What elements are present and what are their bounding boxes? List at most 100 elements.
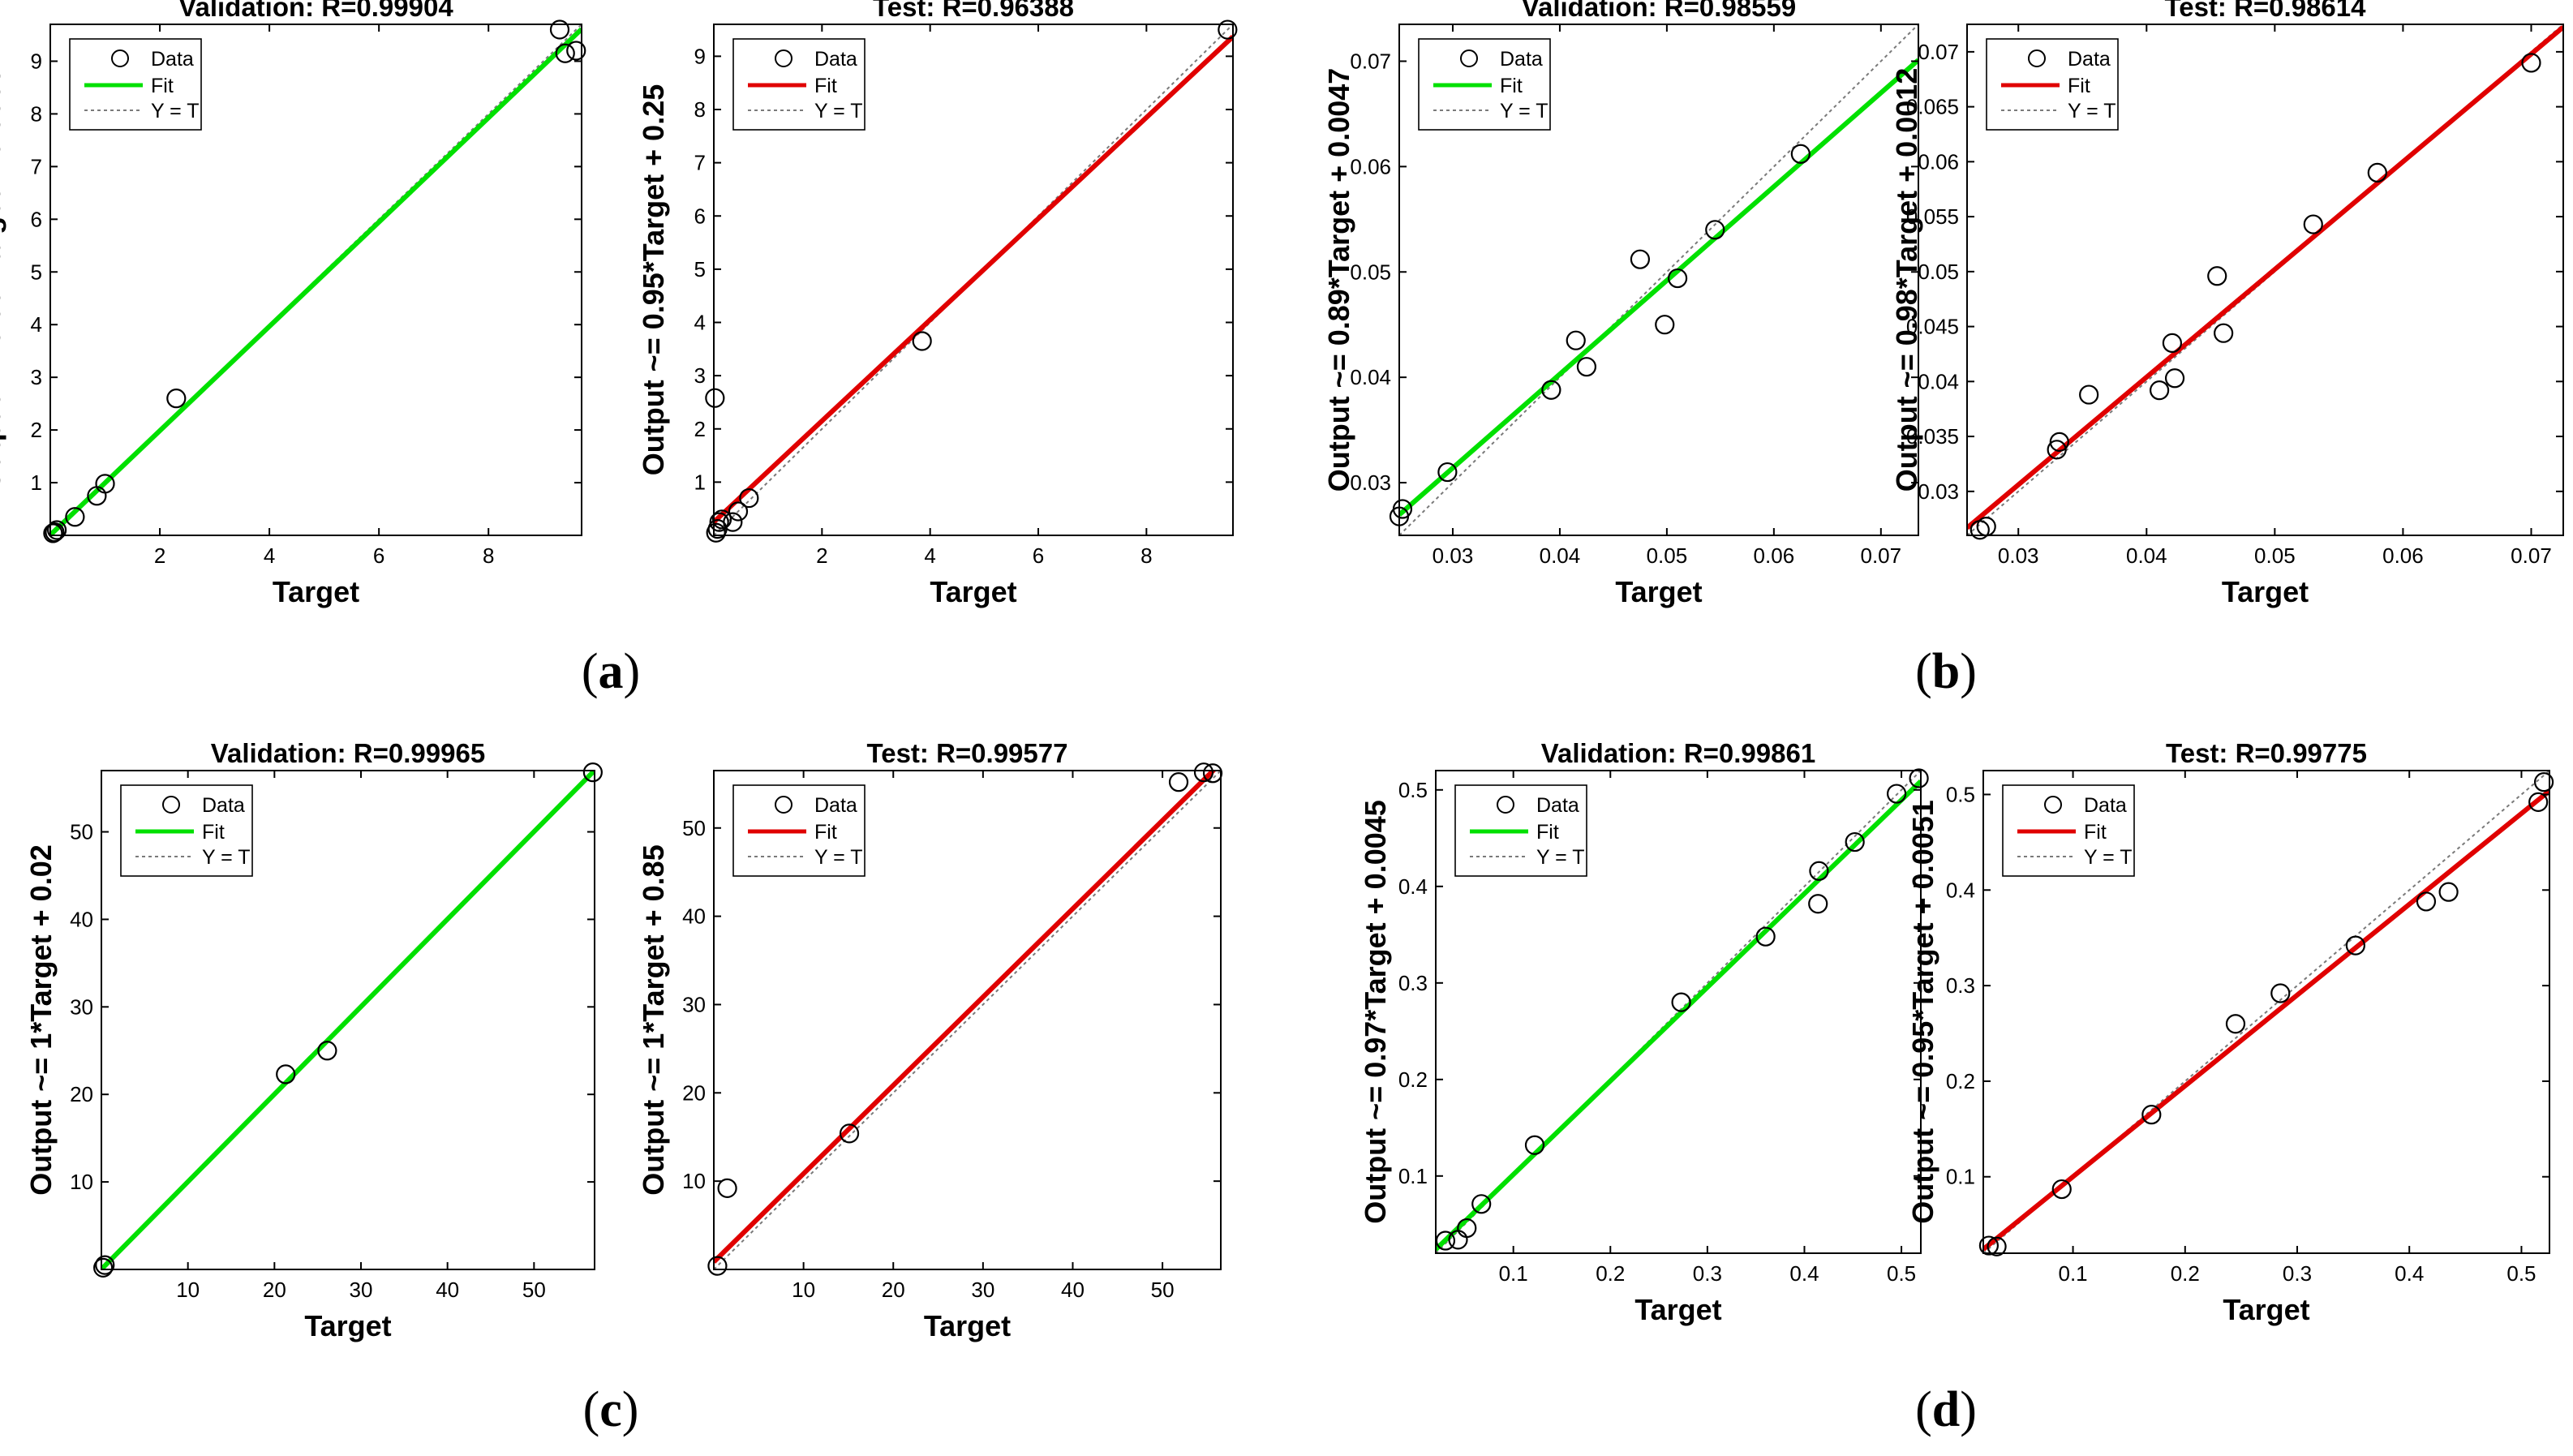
data-point <box>2270 983 2291 1003</box>
y-tick-label: 0.06 <box>1350 154 1391 178</box>
legend-identity-label: Y = T <box>814 100 863 122</box>
legend: Data Fit Y = T <box>732 38 866 131</box>
legend-data-label: Data <box>814 48 857 71</box>
data-point <box>2149 380 2170 401</box>
x-tick-label: 0.5 <box>2506 1261 2536 1286</box>
y-tick-label: 0.035 <box>1906 424 1959 449</box>
data-point <box>705 388 725 408</box>
legend-identity-label: Y = T <box>202 846 251 869</box>
x-tick-label: 0.4 <box>2395 1261 2424 1286</box>
y-tick-label: 0.07 <box>1918 40 1959 64</box>
data-point <box>2079 384 2099 405</box>
x-tick-label: 0.07 <box>1861 543 1902 568</box>
y-tick-label: 0.04 <box>1350 365 1391 389</box>
chart-d-test: Test: R=0.99775 0.1 0.2 0.3 0.4 0.5 0.1 0.2 0.3 0… <box>1906 738 2554 1326</box>
data-point <box>93 1257 114 1278</box>
legend-data-marker <box>1460 49 1478 67</box>
data-point <box>1705 220 1725 240</box>
y-tick-label: 5 <box>31 260 42 284</box>
data-point <box>1541 380 1561 400</box>
x-tick-label: 8 <box>1140 543 1152 568</box>
data-point <box>1630 249 1651 269</box>
chart-a-validation: Validation: R=0.99904 2 4 6 8 1 2 3 4 5 6 7 8 9 Target… <box>0 0 586 608</box>
x-axis-label: Target <box>273 575 359 608</box>
y-tick-label: 8 <box>31 101 42 126</box>
data-point <box>65 507 85 527</box>
y-tick-label: 7 <box>31 154 42 178</box>
legend-fit-label: Fit <box>151 75 174 97</box>
legend-fit-label: Fit <box>202 821 225 844</box>
data-point <box>43 523 63 543</box>
legend-data-marker <box>775 796 793 814</box>
data-point <box>2533 772 2554 792</box>
x-tick-label: 50 <box>522 1278 546 1302</box>
legend-identity-label: Y = T <box>151 100 200 122</box>
x-tick-label: 0.4 <box>1789 1261 1819 1286</box>
data-point <box>1809 861 1829 881</box>
data-point <box>717 1178 737 1198</box>
x-tick-label: 4 <box>264 543 275 568</box>
y-tick-label: 3 <box>694 363 706 388</box>
panel-label-c: (c) <box>583 1382 639 1437</box>
data-point <box>45 522 65 543</box>
y-tick-label: 0.04 <box>1918 369 1959 393</box>
data-point <box>1887 784 1907 804</box>
y-tick-label: 20 <box>682 1080 706 1105</box>
y-tick-label: 0.05 <box>1350 260 1391 284</box>
y-tick-label: 50 <box>70 820 93 844</box>
x-tick-label: 10 <box>176 1278 200 1302</box>
axes-box <box>1435 770 1922 1254</box>
y-tick-label: 20 <box>70 1082 93 1106</box>
x-tick-label: 0.1 <box>1499 1261 1528 1286</box>
y-tick-label: 10 <box>70 1170 93 1194</box>
y-tick-label: 6 <box>694 204 706 228</box>
x-tick-label: 0.07 <box>2511 543 2552 568</box>
x-tick-label: 2 <box>154 543 165 568</box>
data-point <box>1437 462 1458 483</box>
x-tick-label: 40 <box>436 1278 459 1302</box>
x-axis-label: Target <box>924 1309 1011 1342</box>
y-tick-label: 30 <box>70 994 93 1019</box>
x-axis-label: Target <box>1615 575 1702 608</box>
y-axis-label: Output ~= 0.95*Target + 0.25 <box>637 84 670 476</box>
data-point <box>2141 1105 2162 1125</box>
y-tick-label: 0.2 <box>1398 1067 1428 1092</box>
legend-data-label: Data <box>151 48 194 71</box>
x-tick-label: 50 <box>1151 1278 1175 1302</box>
y-axis-label: Output ~= 0.89*Target + 0.0047 <box>1322 68 1355 492</box>
y-tick-label: 0.5 <box>1946 782 1975 806</box>
legend-identity-label: Y = T <box>1500 100 1549 122</box>
fit-line <box>714 771 1217 1264</box>
y-tick-label: 7 <box>694 151 706 175</box>
data-point <box>1566 330 1586 350</box>
legend-identity-label: Y = T <box>2068 100 2116 122</box>
data-point <box>1392 499 1413 519</box>
legend-fit-label: Fit <box>814 75 837 97</box>
y-tick-label: 40 <box>682 904 706 929</box>
y-tick-label: 4 <box>31 312 42 337</box>
y-axis-label: Output ~= 0.98*Target + 0.0012 <box>1890 68 1923 492</box>
chart-c-validation: Validation: R=0.99965 10 20 30 40 50 10 20 30 40 5… <box>24 738 603 1342</box>
data-point <box>2367 162 2387 183</box>
axes-box <box>49 24 582 536</box>
legend-data-marker <box>111 49 129 67</box>
data-point <box>723 512 743 532</box>
legend-fit-label: Fit <box>2068 75 2090 97</box>
x-tick-label: 0.3 <box>2283 1261 2312 1286</box>
x-axis-label: Target <box>2223 1293 2309 1326</box>
data-point <box>1524 1135 1545 1155</box>
legend-identity-label: Y = T <box>1536 846 1585 869</box>
axes-box <box>713 24 1234 536</box>
data-point <box>1978 1235 2000 1256</box>
y-tick-label: 3 <box>31 365 42 389</box>
x-tick-label: 20 <box>882 1278 905 1302</box>
panel-label-b: (b) <box>1915 644 1977 699</box>
x-tick-label: 30 <box>971 1278 994 1302</box>
y-tick-label: 50 <box>682 816 706 840</box>
legend-data-label: Data <box>202 794 245 817</box>
y-tick-label: 0.5 <box>1398 778 1428 802</box>
y-tick-label: 0.07 <box>1350 49 1391 73</box>
